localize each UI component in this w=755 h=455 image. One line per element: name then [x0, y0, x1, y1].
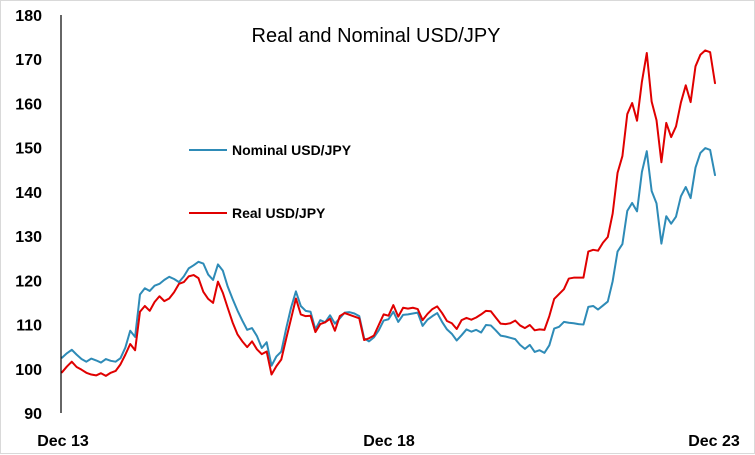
legend-label: Nominal USD/JPY	[232, 142, 352, 158]
legend-label: Real USD/JPY	[232, 205, 326, 221]
y-tick-label: 160	[15, 96, 42, 113]
legend: Nominal USD/JPY Real USD/JPY	[189, 142, 352, 221]
y-tick-label: 100	[15, 362, 42, 379]
series-group	[61, 49, 716, 377]
y-tick-label: 120	[15, 273, 42, 290]
series-line-real	[61, 49, 716, 377]
chart-title: Real and Nominal USD/JPY	[252, 25, 501, 47]
x-tick-label: Dec 18	[363, 433, 415, 450]
y-tick-label: 180	[15, 8, 42, 25]
y-tick-label: 90	[24, 406, 42, 423]
series-line-nominal	[61, 147, 716, 367]
x-tick-label: Dec 23	[688, 433, 740, 450]
y-axis-ticks: 90 100 110 120 130 140 150 160 170 180	[15, 8, 42, 423]
y-tick-label: 140	[15, 185, 42, 202]
x-axis-ticks: Dec 13 Dec 18 Dec 23	[37, 433, 740, 450]
y-tick-label: 130	[15, 229, 42, 246]
y-tick-label: 110	[16, 318, 42, 335]
x-tick-label: Dec 13	[37, 433, 89, 450]
y-tick-label: 170	[15, 52, 42, 69]
y-tick-label: 150	[15, 141, 42, 158]
